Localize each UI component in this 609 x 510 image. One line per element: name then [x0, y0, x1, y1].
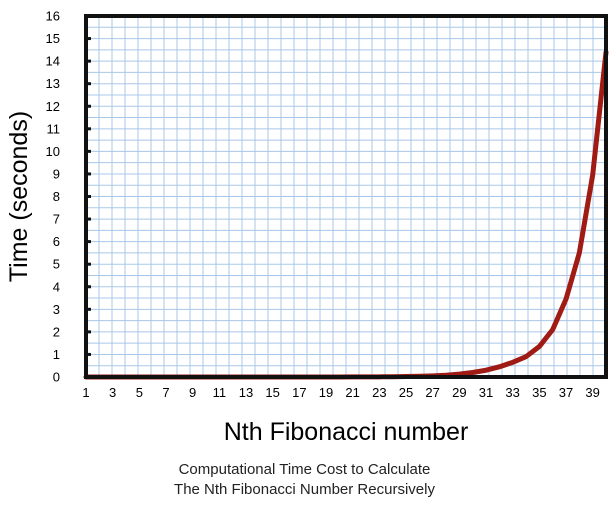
y-tick-label: 1: [53, 347, 60, 362]
y-tick-label: 4: [53, 279, 60, 294]
x-tick-label: 7: [162, 385, 169, 400]
y-tick-label: 6: [53, 234, 60, 249]
x-tick-label: 11: [213, 385, 227, 400]
plot-frame: [84, 14, 608, 379]
x-tick-label: 33: [505, 385, 519, 400]
y-tick-label: 16: [46, 9, 60, 24]
y-tick-label: 8: [53, 189, 60, 204]
y-tick-label: 0: [53, 370, 60, 385]
x-tick-label: 19: [319, 385, 333, 400]
x-tick-label: 17: [292, 385, 306, 400]
x-tick-label: 39: [585, 385, 599, 400]
y-tick-label: 3: [53, 302, 60, 317]
x-tick-label: 31: [479, 385, 493, 400]
x-tick-label: 1: [82, 385, 89, 400]
y-tick-label: 7: [53, 212, 60, 227]
x-tick-label: 25: [399, 385, 413, 400]
x-axis-label: Nth Fibonacci number: [224, 418, 469, 446]
y-tick-label: 11: [47, 121, 61, 136]
x-tick-label: 21: [345, 385, 359, 400]
y-axis-label: Time (seconds): [5, 111, 33, 282]
y-tick-label: 10: [46, 144, 60, 159]
y-tick-label: 9: [53, 166, 60, 181]
x-tick-label: 29: [452, 385, 466, 400]
x-tick-label: 15: [265, 385, 279, 400]
x-tick-label: 5: [136, 385, 143, 400]
x-tick-label: 27: [425, 385, 439, 400]
y-tick-label: 15: [46, 31, 60, 46]
caption-line-1: Computational Time Cost to Calculate: [178, 461, 431, 478]
y-tick-label: 12: [46, 99, 60, 114]
grid-lines: [86, 16, 606, 377]
x-tick-label: 3: [109, 385, 116, 400]
x-tick-label: 9: [189, 385, 196, 400]
y-tick-label: 13: [46, 76, 60, 91]
caption-line-2: The Nth Fibonacci Number Recursively: [174, 481, 435, 498]
x-tick-label: 13: [239, 385, 253, 400]
y-tick-label: 14: [46, 54, 60, 69]
y-tick-label: 2: [53, 324, 60, 339]
y-tick-label: 5: [53, 257, 60, 272]
x-tick-label: 23: [372, 385, 386, 400]
x-tick-label: 35: [532, 385, 546, 400]
chart-caption: Computational Time Cost to Calculate The…: [0, 460, 609, 500]
x-tick-label: 37: [559, 385, 573, 400]
x-axis-ticks: 1 3 5 7 9 11 13 15 17 19 21 23 25 27 29 31 33 35 37 39: [82, 385, 600, 400]
